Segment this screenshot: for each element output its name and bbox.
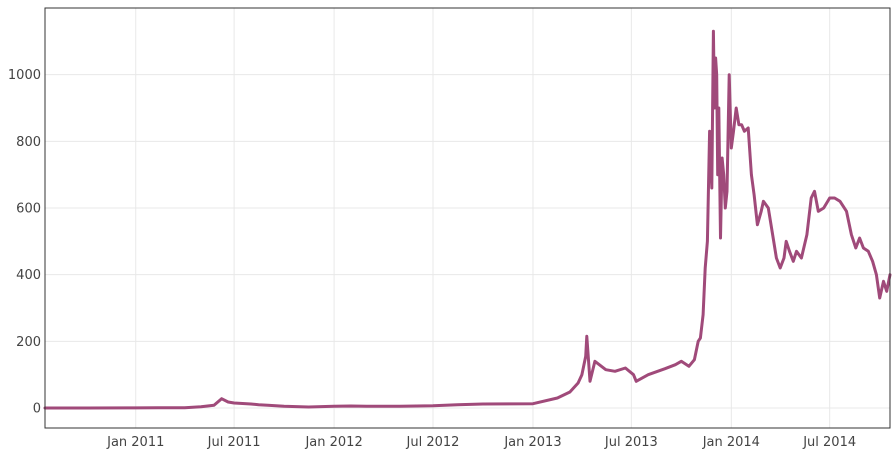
price-series-line [43,29,892,410]
x-tick-label: Jan 2014 [702,435,760,450]
y-tick-label: 600 [16,202,41,217]
y-axis: 0 200 400 600 800 1000 [8,68,41,416]
y-tick-label: 400 [16,268,41,283]
y-tick-label: 0 [33,402,41,417]
plot-frame [44,7,891,429]
series-layer [43,29,892,410]
grid-lines [45,8,890,428]
x-tick-label: Jul 2013 [604,435,658,450]
x-tick-label: Jul 2012 [406,435,460,450]
x-tick-label: Jul 2011 [207,435,261,450]
x-tick-label: Jan 2012 [304,435,362,450]
y-tick-label: 1000 [8,68,41,83]
x-tick-label: Jul 2014 [802,435,856,450]
x-tick-label: Jan 2013 [503,435,561,450]
y-tick-label: 800 [16,135,41,150]
x-tick-label: Jan 2011 [106,435,164,450]
x-axis: Jan 2011 Jul 2011 Jan 2012 Jul 2012 Jan 2013… [106,435,856,450]
y-tick-label: 200 [16,335,41,350]
